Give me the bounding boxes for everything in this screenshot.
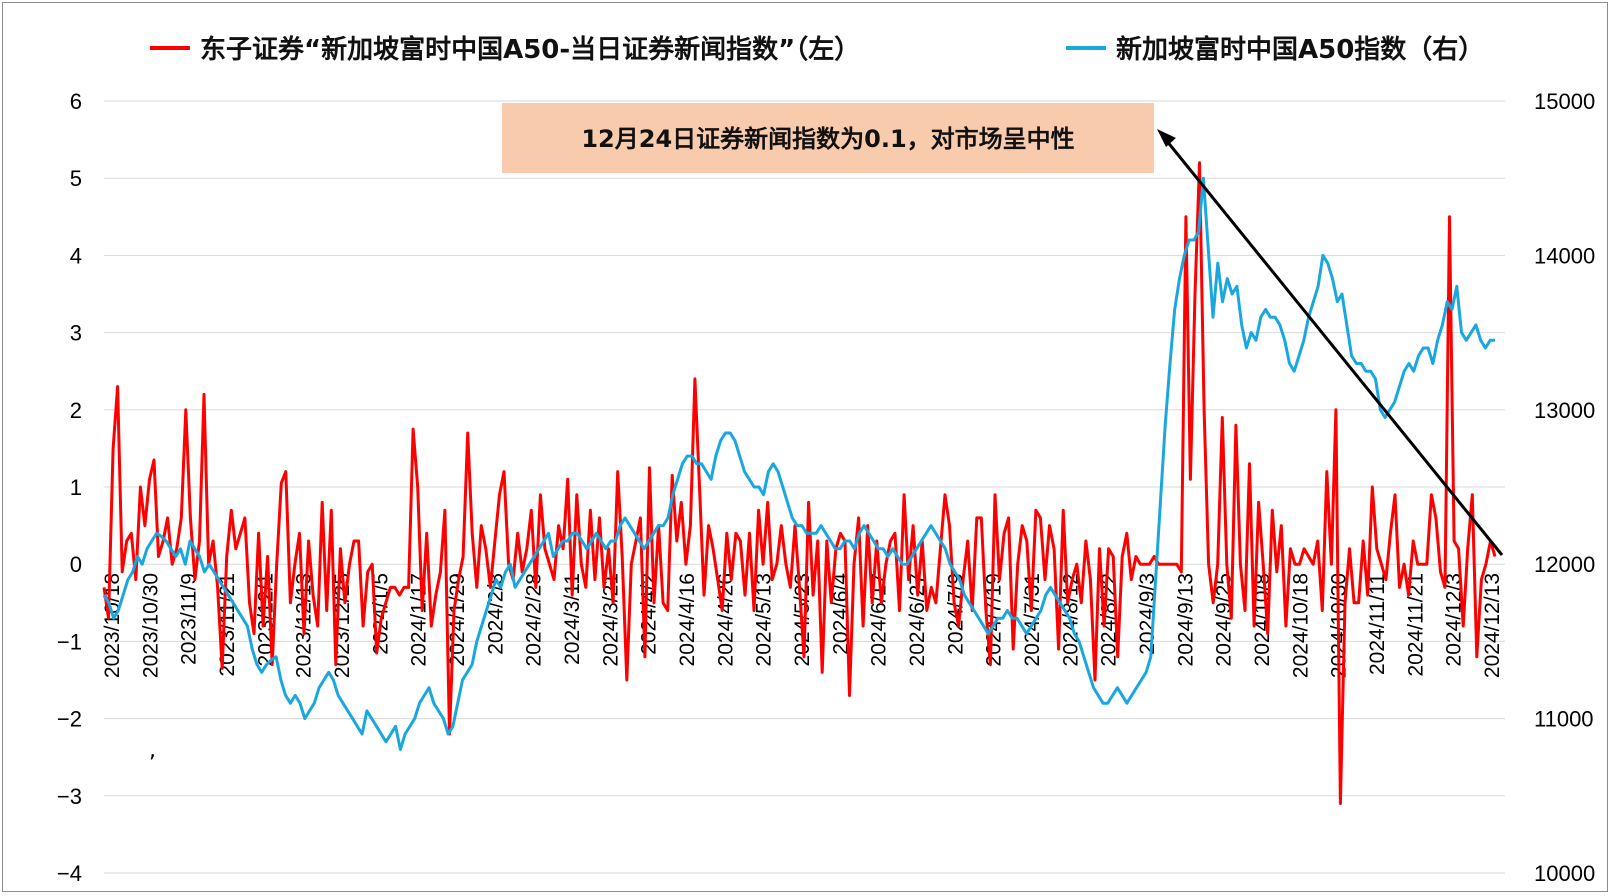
right-axis-ticks: 15000 14000 13000 12000 11000 10000 — [1534, 89, 1595, 886]
x-tick-label: 2024/11/21 — [1404, 573, 1427, 677]
legend-label-news-index: 东子证券“新加坡富时中国A50-当日证券新闻指数”（左） — [200, 34, 860, 65]
annotation-arrow-line — [1160, 134, 1504, 556]
series-news-index-line — [102, 161, 1497, 805]
annotation-box — [502, 103, 1154, 173]
x-tick-label: 2024/2/8 — [484, 573, 507, 655]
annotation: 12月24日证券新闻指数为0.1，对市场呈中性 — [502, 103, 1504, 556]
left-tick-label: 5 — [70, 166, 82, 191]
x-tick-label: 2024/4/16 — [676, 573, 699, 666]
x-tick-label: 2024/2/28 — [523, 573, 546, 666]
left-tick-label: −2 — [57, 707, 82, 732]
x-tick-label: 2024/11/11 — [1366, 573, 1389, 675]
stray-mark: , — [149, 738, 156, 763]
series-a50-index-line — [102, 176, 1495, 751]
left-tick-label: 6 — [70, 89, 82, 114]
right-tick-label: 10000 — [1534, 861, 1595, 886]
x-tick-label: 2024/5/13 — [753, 573, 776, 666]
right-tick-label: 15000 — [1534, 89, 1595, 114]
x-tick-label: 2024/10/18 — [1289, 573, 1312, 678]
left-tick-label: 0 — [70, 552, 82, 577]
series-lines — [102, 161, 1497, 805]
gridlines — [104, 100, 1505, 874]
left-tick-label: 1 — [70, 475, 82, 500]
right-tick-label: 11000 — [1534, 707, 1594, 732]
right-tick-label: 13000 — [1534, 398, 1595, 423]
x-tick-label: 2023/11/9 — [178, 573, 201, 665]
left-tick-label: 4 — [70, 243, 82, 268]
right-tick-label: 12000 — [1534, 552, 1595, 577]
x-tick-label: 2024/1/17 — [408, 573, 431, 666]
x-tick-label: 2023/10/30 — [139, 573, 162, 678]
legend: 东子证券“新加坡富时中国A50-当日证券新闻指数”（左） 新加坡富时中国A50指… — [150, 34, 1484, 65]
left-tick-label: −3 — [57, 784, 82, 809]
left-axis-ticks: 6 5 4 3 2 1 0 −1 −2 −3 −4 — [57, 89, 82, 886]
x-tick-label: 2024/12/3 — [1443, 573, 1466, 666]
left-tick-label: 3 — [70, 321, 82, 346]
x-tick-label: 2024/6/27 — [906, 573, 929, 666]
x-tick-label: 2024/3/21 — [599, 573, 622, 666]
x-tick-label: 2024/12/13 — [1481, 573, 1504, 678]
legend-label-a50-index: 新加坡富时中国A50指数（右） — [1116, 34, 1484, 65]
left-tick-label: −1 — [57, 629, 82, 654]
x-tick-label: 2024/3/11 — [561, 573, 584, 665]
left-tick-label: 2 — [70, 398, 82, 423]
right-tick-label: 14000 — [1534, 243, 1595, 268]
left-tick-label: −4 — [57, 861, 82, 886]
x-tick-label: 2024/9/13 — [1174, 573, 1197, 666]
annotation-text: 12月24日证券新闻指数为0.1，对市场呈中性 — [581, 125, 1074, 153]
x-tick-label: 2024/7/31 — [1021, 573, 1044, 666]
annotation-arrowhead — [1157, 129, 1176, 147]
